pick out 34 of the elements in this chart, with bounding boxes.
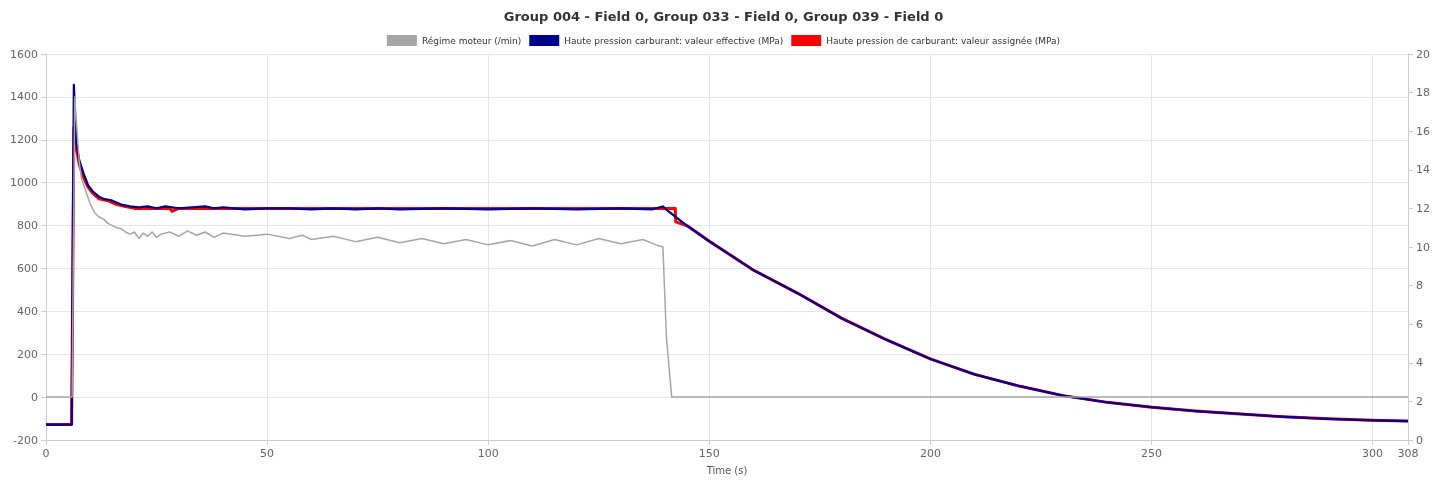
x-tick-label: 50 <box>260 447 275 460</box>
legend-label: Régime moteur (/min) <box>421 35 522 46</box>
y-tick-label: 1400 <box>10 90 38 104</box>
y2-tick-label: 8 <box>1416 279 1423 293</box>
x-tick-label: 150 <box>698 447 720 460</box>
x-tick-label: 0 <box>42 447 50 460</box>
y2-tick-label: 2 <box>1416 394 1423 408</box>
y2-tick-label: 20 <box>1416 47 1430 61</box>
y2-tick-label: 18 <box>1416 86 1430 100</box>
y-tick-label: 400 <box>17 304 38 318</box>
y2-tick-label: 0 <box>1416 433 1423 447</box>
y-tick-label: 800 <box>17 219 38 233</box>
y-tick-label: 1600 <box>10 47 38 61</box>
y2-tick-label: 10 <box>1416 240 1430 254</box>
x-tick-label: 250 <box>1141 447 1163 460</box>
y-tick-label: 200 <box>17 347 38 361</box>
chart-title: Group 004 - Field 0, Group 033 - Field 0, Group 039 - Field 0 <box>503 9 944 24</box>
y2-tick-label: 16 <box>1416 124 1430 138</box>
y2-tick-label: 4 <box>1416 356 1423 370</box>
x-tick-label: 300 <box>1362 447 1384 460</box>
y2-tick-label: 6 <box>1416 317 1423 331</box>
legend-label: Haute pression carburant: valeur effective (MPa) <box>564 35 784 46</box>
y2-tick-label: 12 <box>1416 201 1430 215</box>
x-tick-label: 100 <box>477 447 499 460</box>
y2-tick-label: 14 <box>1416 163 1430 177</box>
x-tick-label: 200 <box>919 447 941 460</box>
y-tick-label: 600 <box>17 261 38 275</box>
y-tick-label: 0 <box>31 390 38 404</box>
y-tick-label: 1000 <box>10 176 38 190</box>
x-tick-label: 308 <box>1397 447 1419 460</box>
x-axis-title: Time (s) <box>705 464 748 476</box>
legend-label: Haute pression de carburant: valeur assignée (MPa) <box>826 35 1061 46</box>
y-tick-label: 1200 <box>10 133 38 147</box>
y-tick-label: -200 <box>13 433 38 447</box>
